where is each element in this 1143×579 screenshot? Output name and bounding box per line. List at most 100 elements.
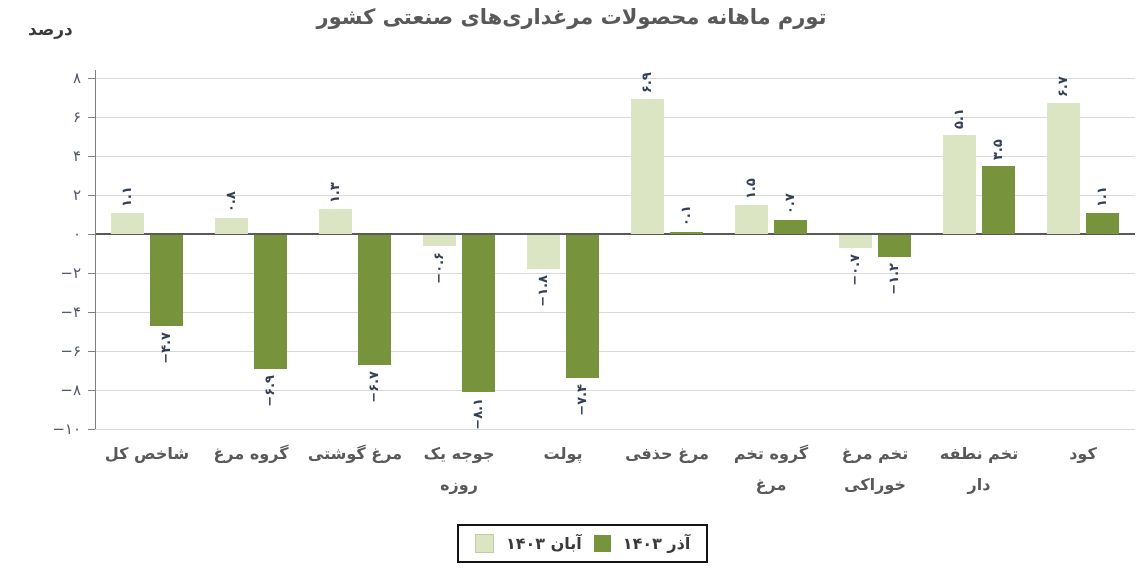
gridline xyxy=(95,429,1135,430)
value-label: ۱.۱ xyxy=(1094,185,1110,207)
bar-aban-7 xyxy=(735,204,768,234)
category-label-line: کود xyxy=(1069,444,1097,463)
y-tick-mark xyxy=(88,429,95,430)
category-label-1: شاخص کل xyxy=(95,438,199,469)
bar-aban-4 xyxy=(423,235,456,246)
category-label-line: پولت xyxy=(543,444,583,463)
bar-aban-8 xyxy=(839,235,872,248)
legend-swatch-azar xyxy=(593,535,611,552)
gridline xyxy=(95,351,1135,352)
gridline xyxy=(95,195,1135,196)
category-label-10: کود xyxy=(1031,438,1135,469)
y-tick-label: ۴ xyxy=(72,147,81,165)
y-tick-mark xyxy=(88,351,95,352)
value-label: ۱.۱ xyxy=(119,185,135,207)
legend-swatch-aban xyxy=(475,534,494,553)
plot-area: ۸ ۶ ۴ ۲ ۰ −۲ −۴ −۶ −۸ −۱۰ ۱.۱ −۴.۷ ۰.۸ −۶.۹ ۱.۳ −۶.۷ −۰.… xyxy=(52,69,1135,438)
category-label-7: گروه تخم مرغ xyxy=(719,438,823,500)
bar-azar-8 xyxy=(878,235,911,258)
category-label-8: تخم مرغ خوراکی xyxy=(823,438,927,500)
category-label-line: تخم مرغ xyxy=(841,444,909,463)
category-label-line: مرغ حذفی xyxy=(625,444,709,463)
y-tick-label: ۲ xyxy=(72,186,81,204)
bar-azar-2 xyxy=(254,235,287,369)
gridline xyxy=(95,78,1135,79)
bar-aban-3 xyxy=(319,208,352,234)
x-axis-labels: شاخص کل گروه مرغ مرغ گوشتی جوجه یک روزه پولت م… xyxy=(95,438,1135,508)
category-label-line: مرغ xyxy=(755,475,787,494)
value-label: −۴.۷ xyxy=(158,331,174,364)
gridline xyxy=(95,390,1135,391)
gridline xyxy=(95,156,1135,157)
value-label: ۶.۷ xyxy=(1055,76,1071,98)
bar-aban-10 xyxy=(1047,103,1080,234)
y-tick-mark xyxy=(88,195,95,196)
legend-label-aban: آبان ۱۴۰۳ xyxy=(506,534,582,553)
bar-azar-5 xyxy=(566,235,599,379)
bar-aban-5 xyxy=(527,235,560,270)
bar-aban-6 xyxy=(631,99,664,234)
gridline xyxy=(95,273,1135,274)
y-tick-mark xyxy=(88,117,95,118)
value-label: ۰.۷ xyxy=(782,193,798,215)
y-tick-mark xyxy=(88,156,95,157)
chart-title: تورم ماهانه محصولات مرغداری‌های صنعتی کش… xyxy=(316,5,827,29)
category-label-line: خوراکی xyxy=(844,475,906,494)
legend: آبان ۱۴۰۳ آذر ۱۴۰۳ xyxy=(457,524,709,563)
category-label-line: روزه xyxy=(440,475,478,494)
bar-aban-2 xyxy=(215,218,248,234)
bar-azar-9 xyxy=(982,165,1015,234)
value-label: ۰.۱ xyxy=(678,205,694,227)
bar-azar-7 xyxy=(774,220,807,234)
value-label: −۱.۸ xyxy=(535,275,551,307)
bar-azar-1 xyxy=(150,235,183,326)
value-label: −۰.۶ xyxy=(431,251,447,284)
y-tick-label: ۸ xyxy=(72,69,81,87)
y-tick-mark xyxy=(88,390,95,391)
gridline xyxy=(95,312,1135,313)
y-tick-label: −۸ xyxy=(60,381,81,399)
y-tick-label: ۰ xyxy=(72,225,81,243)
y-tick-label: −۴ xyxy=(60,303,81,321)
y-tick-label: −۶ xyxy=(60,342,81,360)
value-label: ۶.۹ xyxy=(639,72,655,94)
legend-label-azar: آذر ۱۴۰۳ xyxy=(622,534,691,553)
value-label: −۱.۲ xyxy=(886,263,902,296)
y-tick-mark xyxy=(88,234,95,235)
category-label-3: مرغ گوشتی xyxy=(303,438,407,469)
category-label-line: گروه مرغ xyxy=(213,444,289,463)
value-label: ۱.۵ xyxy=(743,177,759,199)
bar-aban-9 xyxy=(943,134,976,234)
bar-aban-1 xyxy=(111,212,144,234)
bar-azar-4 xyxy=(462,235,495,392)
category-label-9: تخم نطفه دار xyxy=(927,438,1031,500)
category-label-line: تخم نطفه دار xyxy=(939,444,1019,494)
bar-azar-10 xyxy=(1086,212,1119,234)
y-tick-mark xyxy=(88,273,95,274)
y-tick-label: −۱۰ xyxy=(52,420,81,438)
y-axis-title: درصد xyxy=(28,20,73,40)
value-label: −۰.۷ xyxy=(847,253,863,286)
y-tick-mark xyxy=(88,78,95,79)
value-label: ۱.۳ xyxy=(327,181,343,203)
value-label: ۳.۵ xyxy=(990,138,1006,160)
y-tick-label: ۶ xyxy=(72,108,81,126)
category-label-line: گروه تخم xyxy=(733,444,809,463)
category-label-line: جوجه یک xyxy=(423,444,495,463)
y-tick-mark xyxy=(88,312,95,313)
category-label-line: مرغ گوشتی xyxy=(307,444,403,463)
y-tick-label: −۲ xyxy=(60,264,81,282)
value-label: ۵.۱ xyxy=(951,107,967,129)
bar-azar-3 xyxy=(358,235,391,365)
category-label-5: پولت xyxy=(511,438,615,469)
category-label-line: شاخص کل xyxy=(104,444,190,463)
value-label: ۰.۸ xyxy=(223,191,239,213)
category-label-4: جوجه یک روزه xyxy=(407,438,511,500)
gridline xyxy=(95,117,1135,118)
y-axis-line xyxy=(95,70,96,429)
bar-azar-6 xyxy=(670,232,703,234)
category-label-2: گروه مرغ xyxy=(199,438,303,469)
zero-line xyxy=(95,233,1135,235)
category-label-6: مرغ حذفی xyxy=(615,438,719,469)
